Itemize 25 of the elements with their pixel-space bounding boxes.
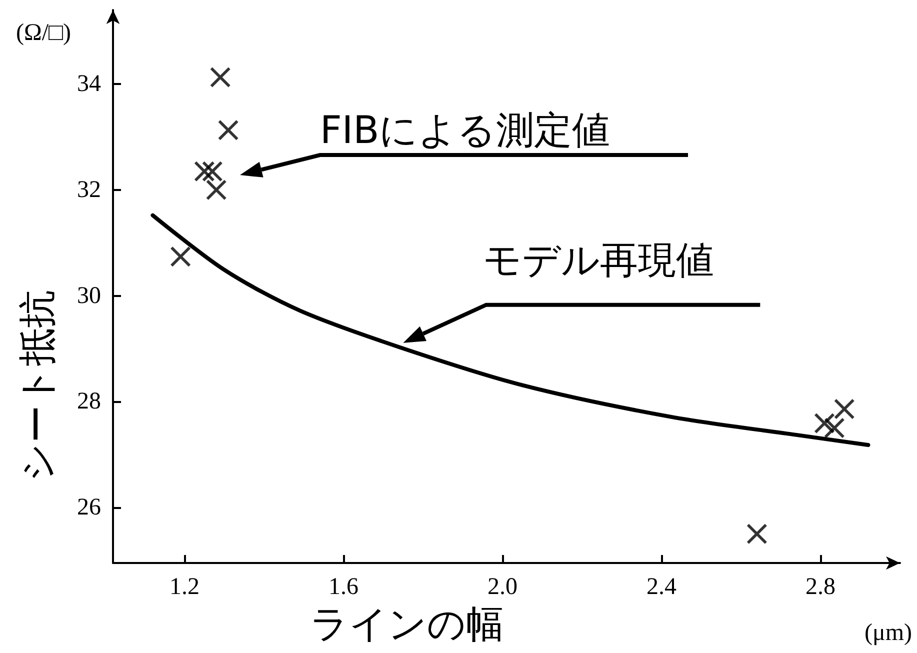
x-tick-label: 1.2: [170, 574, 200, 600]
point: [170, 246, 191, 267]
y-axis-title: シート抵抗: [15, 290, 59, 482]
y-tick-label: 26: [77, 494, 101, 520]
y-tick-label: 32: [77, 176, 101, 203]
x-tick-label: 1.6: [328, 574, 359, 600]
text: (μm): [864, 620, 912, 646]
x-tick-label: 2.0: [488, 574, 518, 600]
y-tick-label: 34: [77, 71, 101, 98]
text: (Ω/□): [16, 20, 71, 46]
point: [824, 418, 844, 438]
point: [210, 67, 230, 88]
line-series: [150, 213, 870, 447]
point: [218, 120, 238, 140]
point: [206, 180, 226, 200]
annotation: FIBによる測定値: [320, 108, 610, 152]
point: [834, 399, 854, 420]
x-axis-title: ラインの幅: [310, 602, 504, 646]
point: [202, 161, 222, 182]
y-tick-label: 28: [77, 388, 101, 415]
x-tick-label: 2.4: [646, 574, 677, 600]
annotation: モデル再現値: [483, 238, 714, 282]
x-tick-label: 2.8: [806, 574, 836, 600]
point: [746, 524, 767, 544]
y-tick-label: 30: [77, 282, 101, 309]
